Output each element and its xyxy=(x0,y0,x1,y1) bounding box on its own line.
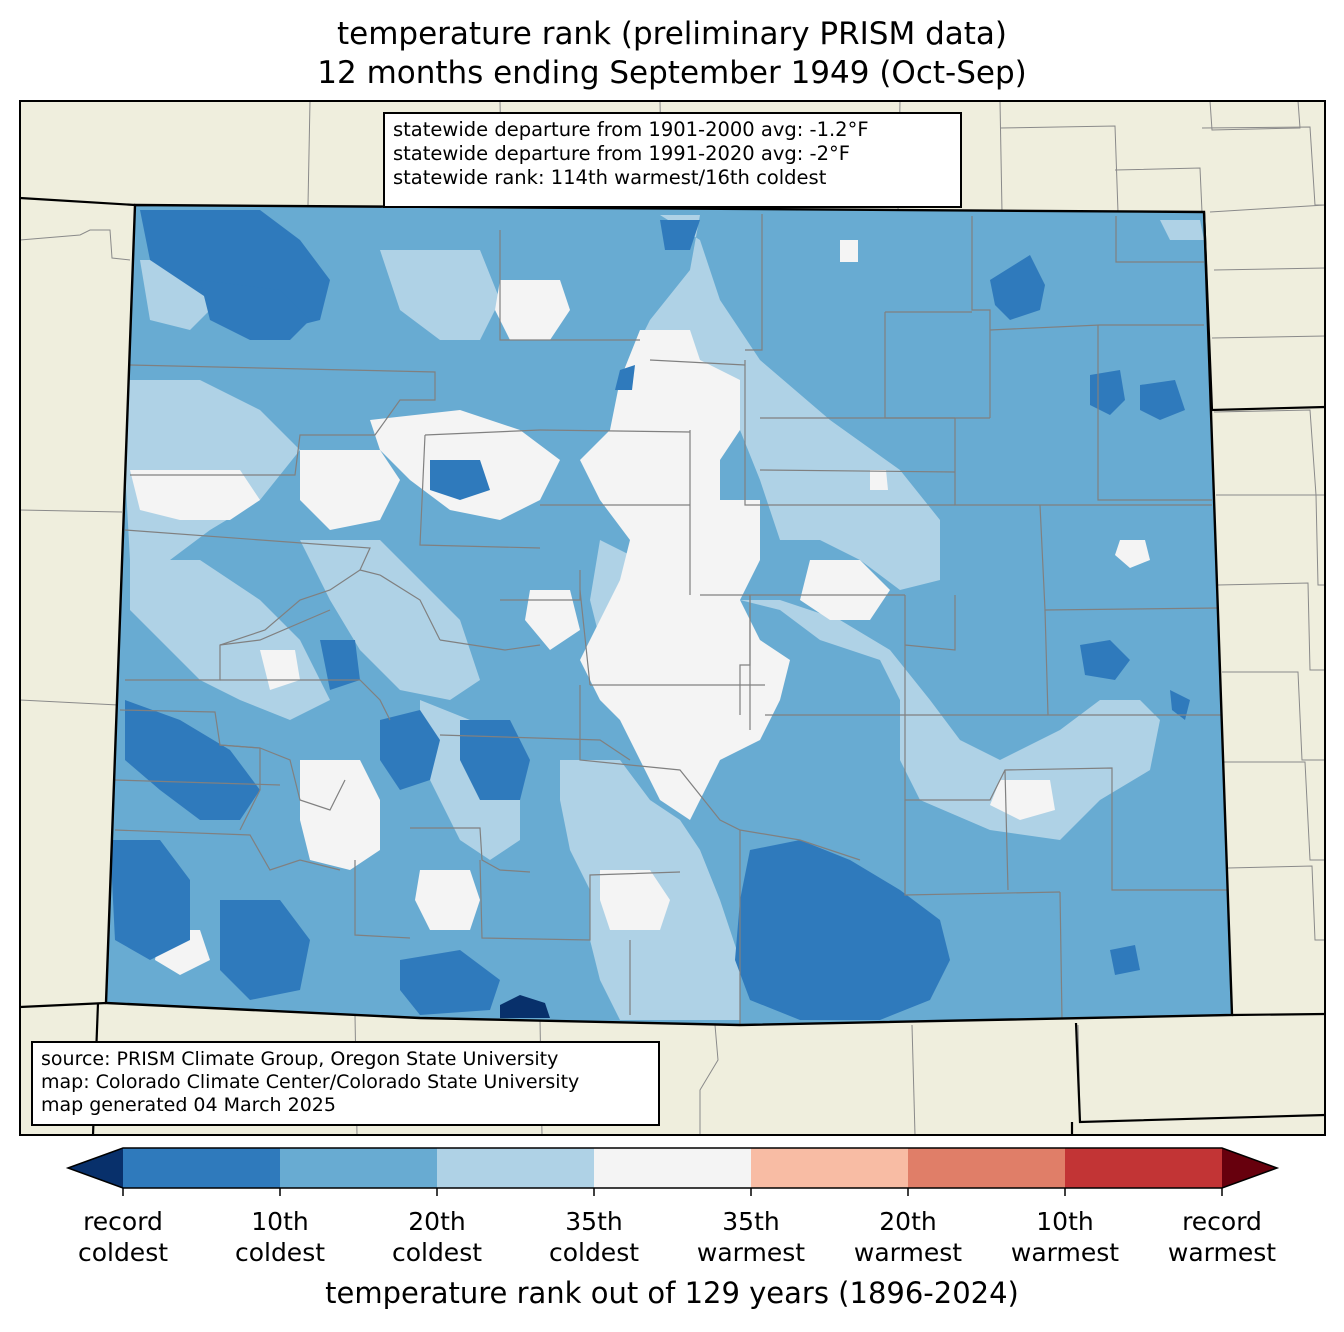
colorbar-bin-4 xyxy=(594,1148,751,1188)
colorbar-label-35th-warmest: 35th warmest xyxy=(696,1207,806,1267)
map-generated-line: map generated 04 March 2025 xyxy=(41,1094,336,1116)
colorbar-label-10th-warmest: 10th warmest xyxy=(1010,1207,1120,1267)
colorado-state-border xyxy=(104,203,1234,1027)
colorbar-arrow-record-coldest xyxy=(68,1148,123,1188)
colorbar-bin-1 xyxy=(123,1148,280,1188)
map-title-line1: temperature rank (preliminary PRISM data… xyxy=(336,16,1007,52)
colorbar-bin-7 xyxy=(1065,1148,1222,1188)
colorado-rank-field xyxy=(106,205,1232,1025)
map-title-line2: 12 months ending September 1949 (Oct-Sep… xyxy=(317,55,1027,91)
source-line: source: PRISM Climate Group, Oregon Stat… xyxy=(41,1048,559,1070)
map-credit-line: map: Colorado Climate Center/Colorado St… xyxy=(41,1071,580,1093)
colorbar-label-record-warmest: record warmest xyxy=(1167,1207,1277,1267)
colorbar-label-20th-warmest: 20th warmest xyxy=(853,1207,963,1267)
colorbar xyxy=(65,1147,1280,1196)
statewide-stats-box: statewide departure from 1901-2000 avg: … xyxy=(383,112,962,208)
stats-departure-1901-2000: statewide departure from 1901-2000 avg: … xyxy=(393,118,869,141)
source-credits-box: source: PRISM Climate Group, Oregon Stat… xyxy=(31,1041,660,1126)
colorbar-bin-2 xyxy=(280,1148,437,1188)
colorbar-bin-6 xyxy=(908,1148,1065,1188)
stats-statewide-rank: statewide rank: 114th warmest/16th colde… xyxy=(393,166,827,189)
colorbar-label-20th-coldest: 20th coldest xyxy=(391,1207,483,1267)
colorbar-label-10th-coldest: 10th coldest xyxy=(234,1207,326,1267)
colorbar-arrow-record-warmest xyxy=(1222,1148,1277,1188)
stats-departure-1991-2020: statewide departure from 1991-2020 avg: … xyxy=(393,142,850,165)
colorbar-label-record-coldest: record coldest xyxy=(77,1207,169,1267)
colorbar-title: temperature rank out of 129 years (1896-… xyxy=(325,1276,1019,1310)
colorbar-label-35th-coldest: 35th coldest xyxy=(548,1207,640,1267)
colorbar-bin-3 xyxy=(437,1148,594,1188)
colorbar-bin-5 xyxy=(751,1148,908,1188)
map-frame-border xyxy=(19,100,1326,1136)
